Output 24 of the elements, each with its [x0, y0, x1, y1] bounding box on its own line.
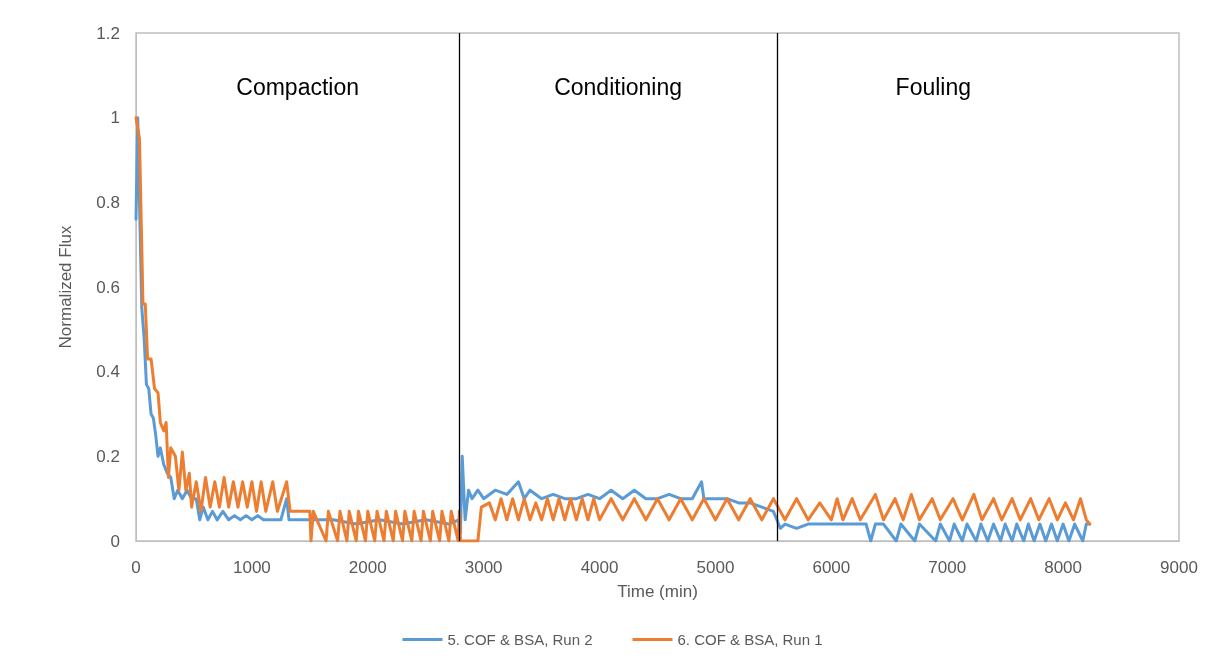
y-tick-label: 1 [110, 108, 120, 128]
y-tick-label: 1.2 [96, 23, 120, 43]
x-tick-label: 3000 [464, 558, 503, 577]
x-axis-title: Time (min) [617, 582, 698, 601]
x-tick-label: 5000 [696, 558, 735, 577]
y-tick-label: 0.6 [96, 277, 120, 297]
y-tick-label: 0.2 [96, 446, 120, 466]
x-tick-label: 1000 [232, 558, 271, 577]
y-tick-label: 0.8 [96, 192, 120, 212]
x-tick-label: 2000 [348, 558, 387, 577]
legend-label: 5. COF & BSA, Run 2 [447, 631, 593, 648]
annotation: Conditioning [554, 74, 683, 100]
x-tick-label: 6000 [812, 558, 851, 577]
annotation: Fouling [895, 74, 972, 100]
y-tick-label: 0 [110, 531, 120, 551]
y-tick-label: 0.4 [96, 362, 120, 382]
y-axis-title: Normalized Flux [56, 225, 75, 349]
annotation: Compaction [236, 74, 360, 100]
legend-label: 6. COF & BSA, Run 1 [677, 631, 823, 648]
x-tick-label: 0 [131, 558, 141, 577]
x-tick-label: 8000 [1044, 558, 1083, 577]
x-tick-label: 9000 [1160, 558, 1198, 577]
x-tick-label: 7000 [928, 558, 967, 577]
x-tick-label: 4000 [580, 558, 619, 577]
